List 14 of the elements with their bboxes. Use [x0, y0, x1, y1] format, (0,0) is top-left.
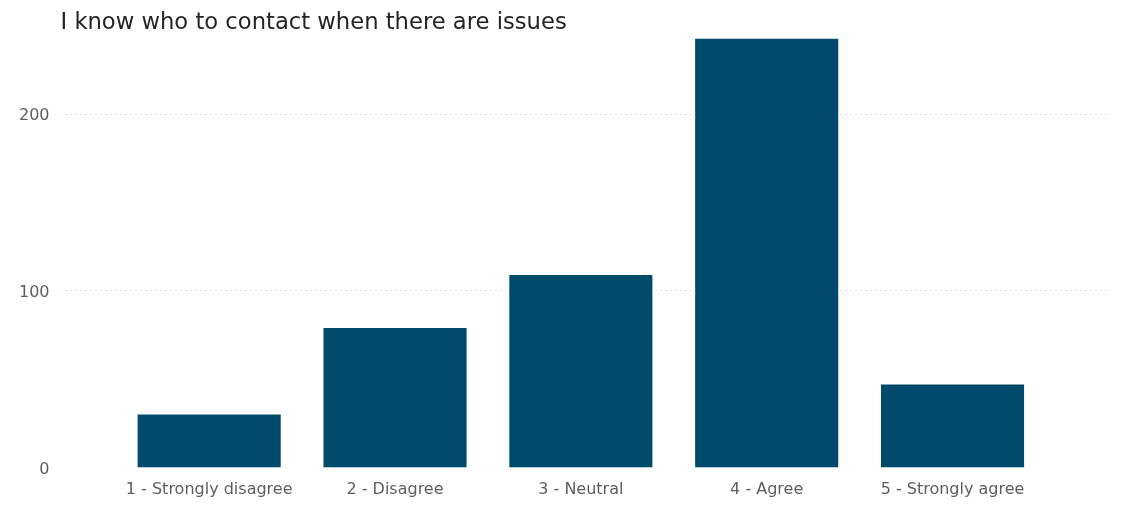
x-tick-label: 2 - Disagree — [346, 478, 444, 498]
x-tick-label: 1 - Strongly disagree — [125, 478, 293, 498]
y-tick-label: 100 — [18, 281, 50, 301]
chart-title: I know who to contact when there are issues — [60, 7, 567, 34]
bar — [880, 384, 1025, 468]
bar — [323, 328, 467, 468]
bar — [137, 414, 281, 468]
x-tick-label: 4 - Agree — [730, 478, 804, 498]
x-tick-label: 3 - Neutral — [538, 478, 624, 498]
y-tick-label: 200 — [18, 105, 50, 125]
bar — [509, 275, 653, 468]
y-tick-label: 0 — [39, 458, 50, 478]
x-tick-label: 5 - Strongly agree — [880, 478, 1025, 498]
bar — [695, 38, 839, 468]
